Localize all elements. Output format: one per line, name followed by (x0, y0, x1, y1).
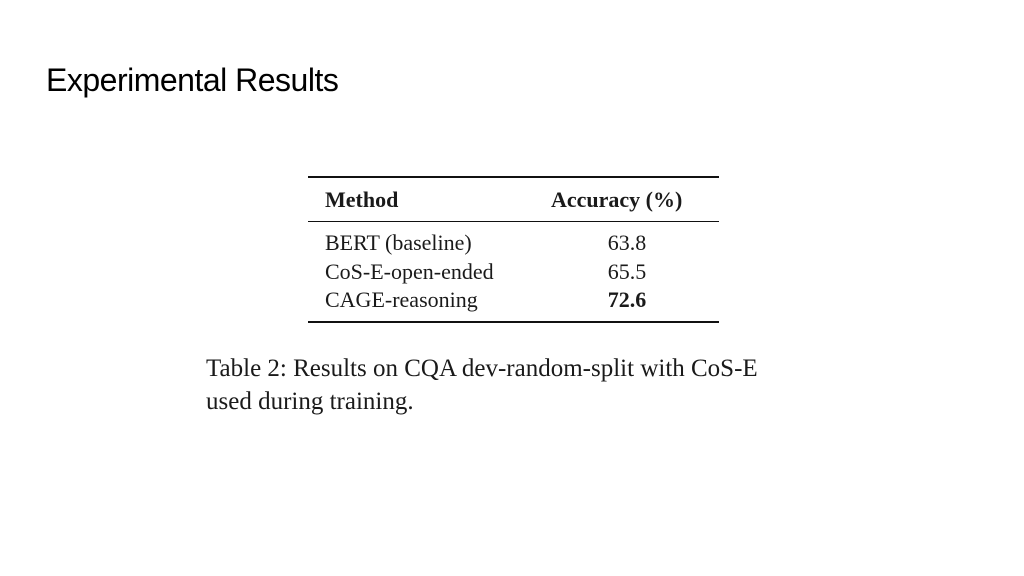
table-caption: Table 2: Results on CQA dev-random-split… (206, 352, 846, 418)
table-top-rule (308, 176, 719, 178)
row-method: BERT (baseline) (325, 230, 472, 255)
row-accuracy: 63.8 (607, 230, 647, 255)
table-bottom-rule (308, 321, 719, 323)
header-method: Method (325, 187, 399, 212)
table-mid-rule (308, 221, 719, 222)
row-method: CoS-E-open-ended (325, 259, 494, 284)
row-method: CAGE-reasoning (325, 287, 478, 312)
row-accuracy-best: 72.6 (607, 287, 647, 312)
row-accuracy: 65.5 (607, 259, 647, 284)
caption-line-2: used during training. (206, 388, 414, 415)
slide-title: Experimental Results (46, 62, 339, 98)
caption-line-1: Table 2: Results on CQA dev-random-split… (206, 355, 758, 382)
header-accuracy: Accuracy (%) (551, 187, 683, 212)
